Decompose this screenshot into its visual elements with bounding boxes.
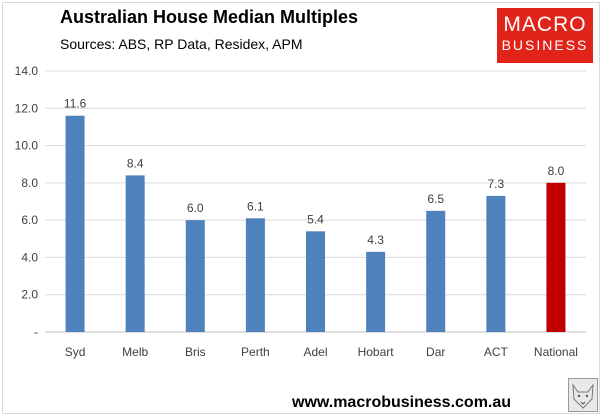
wolf-mascot-icon [568,378,598,412]
chart-frame [2,2,600,414]
x-tick-label: Dar [426,345,445,359]
data-label: 4.3 [367,233,384,247]
data-label: 6.0 [187,201,204,215]
y-tick-label: 4.0 [21,250,38,264]
y-tick-label: 8.0 [21,176,38,190]
bar-melb [125,175,145,332]
bar-adel [306,231,325,332]
x-tick-label: Melb [122,345,148,359]
data-label: 6.1 [247,199,264,213]
y-tick-label: - [34,325,38,339]
x-tick-label: Hobart [358,345,395,359]
data-label: 11.6 [64,97,87,111]
logo-text-macro: MACRO [503,13,587,36]
y-tick-label: 6.0 [21,213,38,227]
x-tick-label: National [534,345,578,359]
bar-bris [185,220,205,332]
logo-text-business: BUSINESS [501,37,589,53]
bar-perth [245,218,265,332]
y-tick-label: 10.0 [15,139,39,153]
y-tick-label: 2.0 [21,288,38,302]
bar-syd [65,115,85,332]
x-tick-label: Bris [185,345,206,359]
data-label: 8.4 [127,156,144,170]
data-label: 8.0 [548,164,565,178]
data-label: 5.4 [307,212,324,226]
chart-title: Australian House Median Multiples [60,7,359,27]
x-tick-label: Syd [65,345,86,359]
footer-url: www.macrobusiness.com.au [292,394,512,411]
bar-act [486,195,506,332]
y-tick-label: 12.0 [15,101,39,115]
chart-subtitle: Sources: ABS, RP Data, Residex, APM [60,36,303,52]
x-tick-label: Perth [241,345,270,359]
x-tick-label: ACT [484,345,509,359]
y-tick-label: 14.0 [15,64,39,78]
macrobusiness-logo: MACRO BUSINESS [497,8,593,63]
bar-national [546,182,566,332]
data-label: 6.5 [427,192,444,206]
bar-hobart [366,251,386,332]
x-tick-label: Adel [303,345,327,359]
data-label: 7.3 [487,177,504,191]
bar-dar [426,210,446,332]
